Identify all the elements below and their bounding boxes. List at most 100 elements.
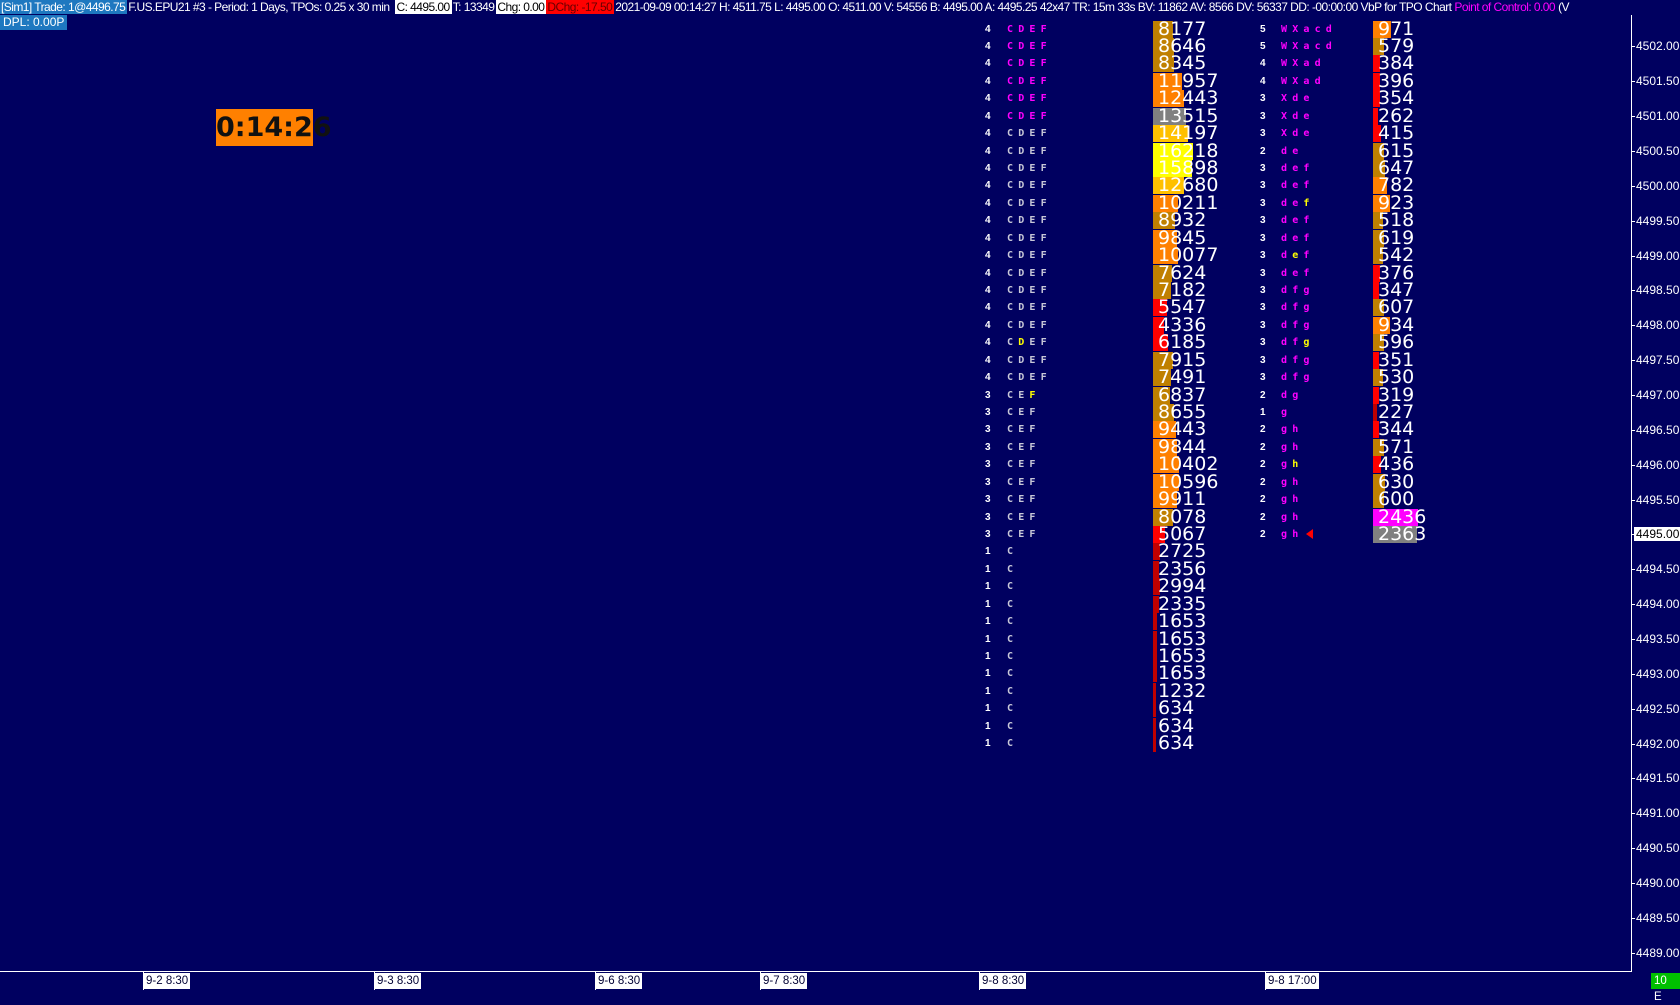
volume-bar <box>1153 578 1161 596</box>
tpo-count: 2 <box>1260 389 1266 401</box>
tpo-count: 4 <box>985 162 991 174</box>
volume-bar <box>1373 159 1385 177</box>
price-tick <box>1631 185 1635 187</box>
status-badge: 10 E <box>1651 973 1680 1003</box>
volume-value: 347 <box>1378 278 1415 301</box>
time-tick <box>374 972 375 990</box>
tpo-letters: CDEF <box>1007 215 1052 227</box>
price-label: 4501.50 <box>1636 74 1680 89</box>
tpo-count: 1 <box>985 546 991 558</box>
volume-value: 436 <box>1378 453 1415 476</box>
tpo-count: 4 <box>985 372 991 384</box>
volume-value: 7182 <box>1158 278 1207 301</box>
volume-value: 344 <box>1378 418 1415 441</box>
tpo-letters: CDEF <box>1007 128 1052 140</box>
tpo-count: 1 <box>985 633 991 645</box>
volume-value: 600 <box>1378 488 1415 511</box>
volume-value: 11957 <box>1158 69 1219 92</box>
volume-value: 1653 <box>1158 627 1207 650</box>
tpo-count: 3 <box>1260 319 1266 331</box>
price-label: 4496.00 <box>1636 457 1680 472</box>
tpo-count: 4 <box>985 128 991 140</box>
tpo-count: 4 <box>985 319 991 331</box>
tpo-count: 3 <box>985 424 991 436</box>
volume-bar <box>1153 560 1159 578</box>
price-label: 4491.00 <box>1636 806 1680 821</box>
volume-bar <box>1153 682 1157 700</box>
volume-value: 9443 <box>1158 418 1207 441</box>
volume-value: 227 <box>1378 400 1415 423</box>
tpo-count: 4 <box>985 354 991 366</box>
price-tick <box>1631 743 1635 745</box>
tpo-letters: CEF <box>1007 476 1041 488</box>
volume-bar <box>1153 735 1156 753</box>
volume-value: 619 <box>1378 226 1415 249</box>
volume-bar <box>1373 438 1384 456</box>
volume-bar <box>1373 20 1391 38</box>
tpo-count: 3 <box>1260 215 1266 227</box>
volume-bar <box>1153 229 1178 247</box>
tpo-letter-highlight: e <box>1292 247 1299 265</box>
tpo-count: 3 <box>1260 284 1266 296</box>
volume-bar <box>1153 20 1174 38</box>
volume-value: 10211 <box>1158 191 1219 214</box>
tpo-count: 3 <box>985 389 991 401</box>
price-tick <box>1631 708 1635 710</box>
tpo-count: 1 <box>985 685 991 697</box>
tpo-letters: C <box>1007 633 1019 645</box>
volume-value: 15898 <box>1158 156 1219 179</box>
tpo-letters: gh <box>1281 494 1304 506</box>
volume-bar <box>1373 473 1385 491</box>
tpo-letters: C <box>1007 720 1019 732</box>
tpo-letters: CDEF <box>1007 58 1052 70</box>
tpo-count: 3 <box>1260 337 1266 349</box>
volume-bar <box>1153 142 1193 160</box>
tpo-count: 1 <box>985 563 991 575</box>
volume-value: 9911 <box>1158 488 1207 511</box>
tpo-letters: CDEF <box>1007 232 1052 244</box>
tpo-letters: CEF <box>1007 406 1041 418</box>
time-label: 9-8 17:00 <box>1266 973 1319 989</box>
tpo-letters: CDEF <box>1007 40 1052 52</box>
tpo-count: 4 <box>985 23 991 35</box>
volume-value: 630 <box>1378 470 1415 493</box>
volume-bar <box>1153 212 1176 230</box>
tpo-letters: CDEF <box>1007 319 1052 331</box>
volume-value: 6185 <box>1158 331 1207 354</box>
tpo-count: 2 <box>1260 511 1266 523</box>
volume-bar <box>1373 264 1380 282</box>
tpo-count: 5 <box>1260 23 1266 35</box>
time-label: 9-8 8:30 <box>980 973 1027 989</box>
volume-bar <box>1153 386 1170 404</box>
tpo-letters: C <box>1007 703 1019 715</box>
tpo-count: 1 <box>985 738 991 750</box>
price-label: 4492.50 <box>1636 701 1680 716</box>
tpo-letters: Xde <box>1281 110 1315 122</box>
volume-value: 530 <box>1378 366 1415 389</box>
volume-value: 415 <box>1378 122 1415 145</box>
tpo-letters: dfg <box>1281 319 1315 331</box>
tpo-count: 3 <box>985 476 991 488</box>
volume-bar <box>1153 369 1172 387</box>
price-tick <box>1631 429 1635 431</box>
ticks-value: T: 13349 <box>452 0 495 14</box>
tpo-letters: dfg <box>1281 354 1315 366</box>
volume-value: 10077 <box>1158 244 1219 267</box>
tpo-letters: C <box>1007 581 1019 593</box>
tpo-letters: Xde <box>1281 93 1315 105</box>
volume-bar <box>1373 229 1385 247</box>
volume-value: 396 <box>1378 69 1415 92</box>
price-label: 4492.00 <box>1636 736 1680 751</box>
tpo-count: 4 <box>985 267 991 279</box>
tpo-count: 3 <box>1260 250 1266 262</box>
poc-value: Point of Control: 0.00 <box>1454 0 1556 14</box>
volume-bar <box>1153 55 1174 73</box>
volume-bar <box>1153 456 1179 474</box>
time-tick <box>979 972 980 990</box>
price-label: 4494.50 <box>1636 562 1680 577</box>
price-label: 4500.50 <box>1636 144 1680 158</box>
volume-bar <box>1153 351 1173 369</box>
volume-value: 384 <box>1378 52 1415 75</box>
volume-bar <box>1153 491 1178 509</box>
price-tick <box>1631 848 1635 850</box>
